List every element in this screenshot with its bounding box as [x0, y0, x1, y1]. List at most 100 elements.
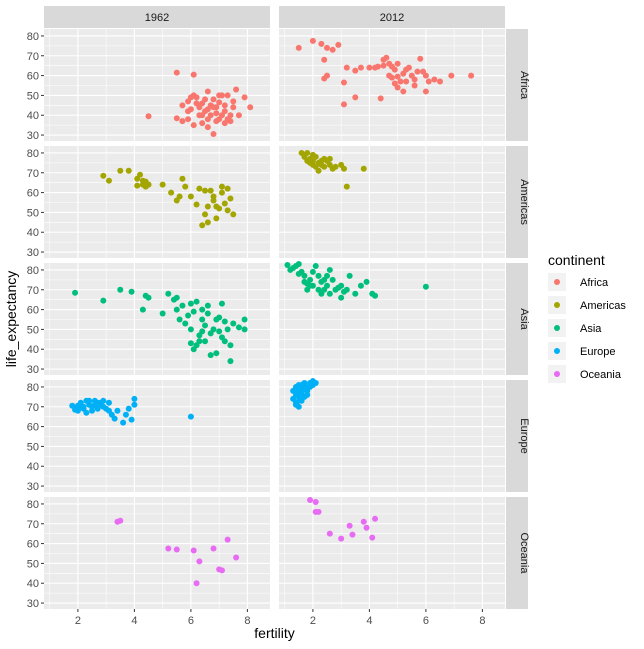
y-tick-label-oceania-30: 30 — [27, 598, 39, 610]
data-point-oceania-1962-11 — [233, 554, 240, 561]
y-tick-label-oceania-60: 60 — [27, 539, 39, 551]
data-point-africa-2012-13 — [352, 94, 359, 101]
y-tick-label-oceania-40: 40 — [27, 578, 39, 590]
data-point-americas-1962-36 — [230, 211, 237, 218]
y-tick-label-africa-50: 50 — [27, 90, 39, 102]
data-point-asia-1962-16 — [187, 326, 194, 333]
panel-oceania-2012 — [279, 497, 505, 609]
row-strip-americas — [506, 146, 528, 258]
data-point-africa-2012-7 — [335, 41, 342, 48]
data-point-africa-2012-26 — [394, 73, 401, 80]
data-point-americas-2012-25 — [326, 155, 333, 162]
data-point-europe-1962-29 — [89, 407, 96, 414]
y-tick-label-americas-30: 30 — [27, 247, 39, 259]
data-point-asia-1962-22 — [199, 306, 206, 313]
legend-entry-oceania: Oceania — [548, 365, 622, 383]
data-point-asia-1962-40 — [235, 324, 242, 331]
panel-oceania-1962-background — [44, 497, 270, 609]
legend-marker-asia — [554, 325, 560, 331]
data-point-americas-1962-17 — [182, 183, 189, 190]
data-point-asia-2012-37 — [338, 282, 345, 289]
data-point-asia-1962-32 — [216, 328, 223, 335]
x-tick-label-1962-4: 4 — [131, 615, 137, 627]
data-point-europe-1962-20 — [114, 407, 121, 414]
x-axis-title: fertility — [254, 625, 294, 641]
legend-marker-americas — [554, 302, 560, 308]
data-point-asia-1962-38 — [227, 342, 234, 349]
data-point-oceania-2012-0 — [307, 496, 314, 503]
series-americas-2012 — [298, 149, 367, 190]
data-point-asia-2012-39 — [321, 286, 328, 293]
data-point-africa-1962-1 — [190, 71, 197, 78]
data-point-africa-1962-33 — [230, 104, 237, 111]
data-point-africa-2012-47 — [403, 66, 410, 73]
data-point-americas-1962-26 — [210, 197, 217, 204]
data-point-europe-2012-13 — [304, 391, 311, 398]
data-point-africa-2012-12 — [340, 101, 347, 108]
legend-entry-asia: Asia — [548, 319, 602, 337]
x-tick-label-2012-2: 2 — [310, 615, 316, 627]
row-strip-asia — [506, 263, 528, 375]
data-point-americas-1962-20 — [199, 222, 206, 229]
data-point-oceania-2012-1 — [312, 498, 319, 505]
y-tick-label-europe-60: 60 — [27, 422, 39, 434]
data-point-africa-1962-40 — [190, 122, 197, 129]
data-point-europe-1962-17 — [105, 399, 112, 406]
column-strip-1962 — [44, 6, 270, 28]
data-point-asia-2012-22 — [338, 294, 345, 301]
legend-label-americas: Americas — [580, 300, 626, 312]
data-point-africa-2012-43 — [380, 62, 387, 69]
data-point-asia-1962-41 — [241, 316, 248, 323]
legend-marker-oceania — [554, 371, 560, 377]
data-point-americas-1962-4 — [134, 182, 141, 189]
data-point-asia-1962-23 — [199, 316, 206, 323]
data-point-oceania-2012-8 — [360, 518, 367, 525]
data-point-africa-2012-38 — [422, 88, 429, 95]
data-point-africa-2012-40 — [437, 78, 444, 85]
data-point-africa-2012-46 — [389, 74, 395, 81]
y-tick-label-americas-50: 50 — [27, 207, 39, 219]
data-point-europe-1962-15 — [100, 397, 107, 404]
data-point-americas-1962-32 — [221, 200, 228, 207]
series-oceania-1962 — [114, 517, 240, 587]
data-point-europe-1962-31 — [100, 403, 107, 410]
series-asia-2012 — [284, 260, 429, 301]
data-point-americas-1962-21 — [202, 187, 209, 194]
data-point-americas-2012-24 — [307, 155, 314, 162]
data-point-oceania-1962-10 — [224, 536, 231, 543]
legend-entry-africa: Africa — [548, 273, 609, 291]
y-axis-title: life_expectancy — [3, 271, 19, 368]
data-point-asia-1962-49 — [199, 328, 206, 335]
data-point-americas-1962-6 — [137, 171, 144, 178]
column-strip-label-2012: 2012 — [380, 12, 404, 24]
data-point-africa-2012-30 — [403, 78, 410, 85]
panel-africa-2012 — [279, 29, 505, 141]
data-point-asia-2012-32 — [295, 270, 302, 277]
series-europe-2012 — [290, 377, 319, 410]
y-tick-label-oceania-80: 80 — [27, 499, 39, 511]
data-point-asia-1962-15 — [187, 340, 194, 347]
data-point-africa-2012-3 — [324, 44, 331, 51]
data-point-africa-2012-34 — [417, 55, 424, 62]
data-point-africa-2012-41 — [448, 72, 455, 79]
column-strip-label-1962: 1962 — [145, 12, 169, 24]
panel-africa-1962 — [44, 29, 270, 141]
data-point-oceania-1962-5 — [196, 558, 203, 565]
panel-asia-2012-background — [279, 263, 505, 375]
x-tick-label-2012-4: 4 — [366, 615, 372, 627]
data-point-asia-1962-13 — [179, 302, 186, 309]
data-point-asia-1962-39 — [230, 320, 237, 327]
data-point-americas-2012-21 — [343, 183, 350, 190]
y-tick-label-europe-50: 50 — [27, 441, 39, 453]
data-point-africa-1962-41 — [196, 112, 203, 119]
data-point-asia-2012-16 — [324, 272, 331, 279]
data-point-oceania-2012-3 — [315, 508, 322, 515]
data-point-oceania-1962-6 — [193, 580, 200, 587]
data-point-asia-2012-33 — [301, 272, 308, 279]
data-point-asia-2012-0 — [284, 261, 291, 268]
data-point-asia-2012-38 — [307, 282, 314, 289]
data-point-europe-1962-19 — [111, 415, 118, 422]
data-point-africa-2012-9 — [343, 64, 350, 71]
legend: continent Africa Americas Asia Europe Oceania — [548, 252, 626, 383]
data-point-africa-2012-29 — [400, 88, 407, 95]
